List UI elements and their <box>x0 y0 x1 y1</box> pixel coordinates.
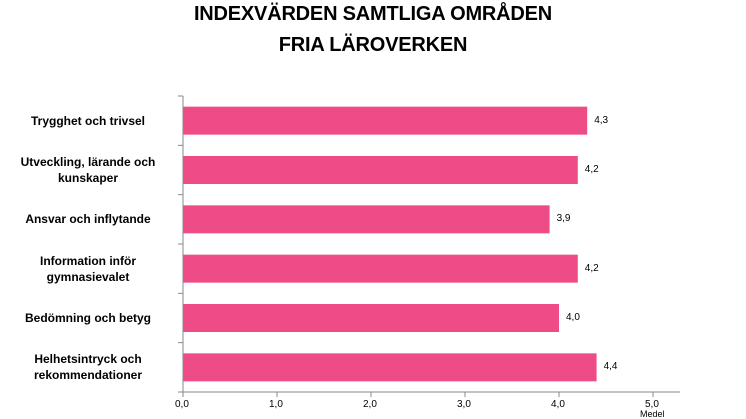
bar-6 <box>183 353 597 382</box>
category-label-6-line-2: rekommendationer <box>33 368 143 383</box>
category-label-6-line-1: Helhetsintryck och <box>34 352 142 367</box>
category-label-4-line-1: Information inför <box>40 253 136 268</box>
chart-title-line-1: INDEXVÄRDEN SAMTLIGA OMRÅDEN <box>193 3 553 25</box>
category-label-5: Bedömning och betyg <box>25 311 151 325</box>
bar-4 <box>183 254 578 283</box>
category-label-4-line-2: gymnasievalet <box>46 269 130 284</box>
chart-title-line-2: FRIA LÄROVERKEN <box>278 34 468 56</box>
bar-5 <box>183 304 559 332</box>
category-label-2-line-2: kunskaper <box>57 171 119 185</box>
x-tick-label-1: 1,0 <box>269 399 283 410</box>
bar-3 <box>183 205 550 234</box>
category-label-2-line-1: Utveckling, lärande och <box>20 155 156 169</box>
data-label-3: 3,9 <box>556 213 571 225</box>
data-label-1: 4,3 <box>594 114 609 126</box>
data-label-2: 4,2 <box>584 164 599 175</box>
bar-2 <box>183 156 578 184</box>
x-tick-label-3: 3,0 <box>457 399 471 410</box>
data-label-5: 4,0 <box>566 312 580 323</box>
bar-1 <box>183 106 588 135</box>
x-tick-label-2: 2,0 <box>363 399 377 410</box>
data-label-4: 4,2 <box>584 262 599 274</box>
x-tick-label-5: 5,0 <box>645 399 659 410</box>
category-label-1: Trygghet och trivsel <box>30 113 146 128</box>
data-label-6: 4,4 <box>603 361 618 373</box>
x-tick-label-4: 4,0 <box>551 399 565 410</box>
category-label-3: Ansvar och inflytande <box>25 212 151 227</box>
x-tick-label-0: 0,0 <box>175 399 189 410</box>
x-axis-label: Medel <box>640 409 665 419</box>
